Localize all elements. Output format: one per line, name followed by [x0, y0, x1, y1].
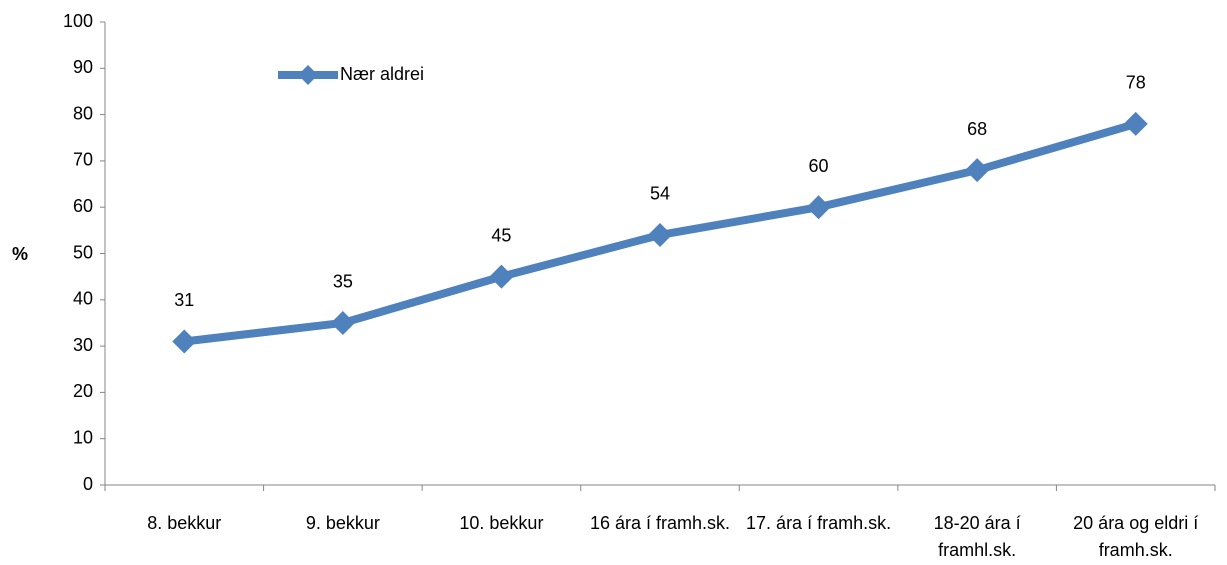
x-tick-label: 18-20 ára í framhl.sk.: [933, 513, 1021, 560]
x-tick-label: 9. bekkur: [305, 513, 380, 533]
data-label: 54: [650, 184, 670, 204]
y-tick-label: 30: [73, 335, 93, 355]
legend-marker: [298, 65, 318, 85]
marker: [1123, 111, 1148, 136]
data-label: 31: [174, 290, 194, 310]
y-tick-label: 90: [73, 57, 93, 77]
y-tick-label: 100: [63, 11, 93, 31]
x-tick-label: 20 ára og eldri í framh.sk.: [1073, 513, 1199, 560]
y-tick-label: 70: [73, 150, 93, 170]
data-label: 60: [809, 156, 829, 176]
marker: [965, 158, 990, 183]
x-tick-label: 17. ára í framh.sk.: [746, 513, 892, 533]
data-label: 78: [1126, 73, 1146, 93]
data-label: 68: [967, 119, 987, 139]
y-tick-label: 0: [83, 474, 93, 494]
data-label: 45: [491, 225, 511, 245]
x-tick-label: 10. bekkur: [459, 513, 544, 533]
legend-label: Nær aldrei: [340, 64, 424, 84]
marker: [489, 264, 514, 289]
marker: [806, 195, 831, 220]
y-tick-label: 40: [73, 289, 93, 309]
y-tick-label: 50: [73, 242, 93, 262]
marker: [648, 222, 672, 247]
x-tick-label: 8. bekkur: [147, 513, 222, 533]
data-label: 35: [333, 272, 353, 292]
y-axis-label: %: [12, 244, 28, 264]
y-tick-label: 20: [73, 381, 93, 401]
y-tick-label: 80: [73, 103, 93, 123]
y-tick-label: 60: [73, 196, 93, 216]
x-tick-label: 16 ára í framh.sk.: [589, 513, 731, 533]
marker: [172, 329, 197, 354]
marker: [330, 310, 355, 335]
y-tick-label: 10: [73, 427, 93, 447]
